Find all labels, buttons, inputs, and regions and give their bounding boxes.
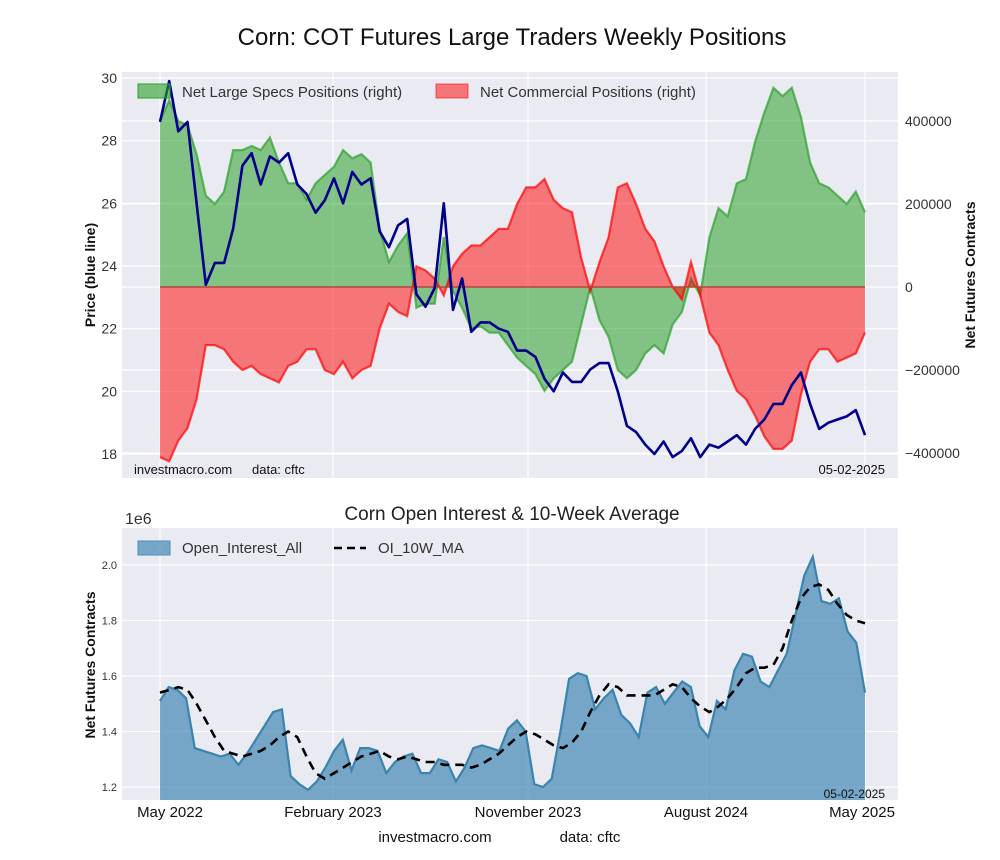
legend-label-commercial: Net Commercial Positions (right) bbox=[480, 84, 696, 101]
position-areas bbox=[158, 85, 867, 463]
price-line bbox=[158, 79, 867, 459]
price-tick-label: 18 bbox=[101, 446, 117, 462]
oi-tick-label: 1.4 bbox=[102, 727, 117, 739]
price-axis-label: Price (blue line) bbox=[82, 223, 98, 327]
contracts-axis-label: Net Futures Contracts bbox=[962, 201, 978, 348]
price-tick-label: 20 bbox=[101, 383, 117, 399]
commercial-area bbox=[160, 179, 865, 462]
contracts-tick-label: 0 bbox=[905, 279, 913, 295]
oi-axis-label: Net Futures Contracts bbox=[82, 591, 98, 738]
legend-swatch-commercial bbox=[435, 83, 469, 99]
legend-swatch-specs bbox=[137, 83, 171, 99]
oi-tick-label: 1.8 bbox=[102, 616, 117, 628]
oi-fill bbox=[160, 556, 865, 800]
legend-swatch-oi bbox=[137, 540, 171, 556]
date-tick-label: February 2023 bbox=[284, 804, 382, 821]
contracts-axis-ticks: −400000 −200000 0 200000 400000 bbox=[905, 113, 960, 461]
legend: Net Large Specs Positions (right) Net Co… bbox=[137, 83, 696, 101]
ma-series bbox=[159, 582, 866, 781]
contracts-tick-label: −400000 bbox=[905, 445, 960, 461]
price-tick-label: 22 bbox=[101, 321, 117, 337]
date-tick-label: November 2023 bbox=[475, 804, 582, 821]
specs-line bbox=[158, 85, 867, 393]
date-axis-ticks: May 2022 February 2023 November 2023 August… bbox=[137, 804, 895, 821]
data-annotation: data: cftc bbox=[252, 462, 305, 477]
date-tick-label: May 2022 bbox=[137, 804, 203, 821]
date-annotation: 05-02-2025 bbox=[824, 787, 886, 801]
price-tick-label: 28 bbox=[101, 133, 117, 149]
date-annotation: 05-02-2025 bbox=[819, 462, 886, 477]
source-annotation: investmacro.com bbox=[134, 462, 232, 477]
oi-axis-ticks: 1.2 1.4 1.6 1.8 2.0 bbox=[102, 560, 117, 794]
footer-data: data: cftc bbox=[560, 829, 621, 846]
footer-source: investmacro.com bbox=[378, 829, 491, 846]
date-tick-label: May 2025 bbox=[829, 804, 895, 821]
legend-label-specs: Net Large Specs Positions (right) bbox=[182, 84, 402, 101]
open-interest-chart: 1.2 1.4 1.6 1.8 2.0 May 2022 February 2023 Nov… bbox=[82, 528, 898, 821]
price-series bbox=[158, 79, 867, 459]
positions-chart: 18 20 22 24 26 28 30 −400000 −200000 0 200000 4000… bbox=[82, 70, 978, 478]
price-tick-label: 24 bbox=[101, 258, 117, 274]
price-axis-ticks: 18 20 22 24 26 28 30 bbox=[101, 70, 117, 462]
oi-chart-title: Corn Open Interest & 10-Week Average bbox=[344, 504, 679, 525]
legend-label-oi: Open_Interest_All bbox=[182, 540, 302, 557]
legend: Open_Interest_All OI_10W_MA bbox=[137, 540, 464, 557]
contracts-tick-label: 400000 bbox=[905, 113, 952, 129]
commercial-line bbox=[159, 177, 867, 463]
legend-label-ma: OI_10W_MA bbox=[378, 540, 464, 557]
price-tick-label: 30 bbox=[101, 70, 117, 86]
figure-title: Corn: COT Futures Large Traders Weekly P… bbox=[238, 24, 787, 51]
price-tick-label: 26 bbox=[101, 195, 117, 211]
oi-tick-label: 2.0 bbox=[102, 560, 117, 572]
date-tick-label: August 2024 bbox=[664, 804, 748, 821]
contracts-tick-label: −200000 bbox=[905, 362, 960, 378]
oi-ma-line bbox=[159, 582, 866, 781]
oi-line bbox=[159, 553, 867, 792]
contracts-tick-label: 200000 bbox=[905, 196, 952, 212]
oi-area bbox=[159, 553, 867, 800]
oi-tick-label: 1.2 bbox=[102, 782, 117, 794]
y-scale-label: 1e6 bbox=[125, 511, 152, 528]
oi-tick-label: 1.6 bbox=[102, 671, 117, 683]
